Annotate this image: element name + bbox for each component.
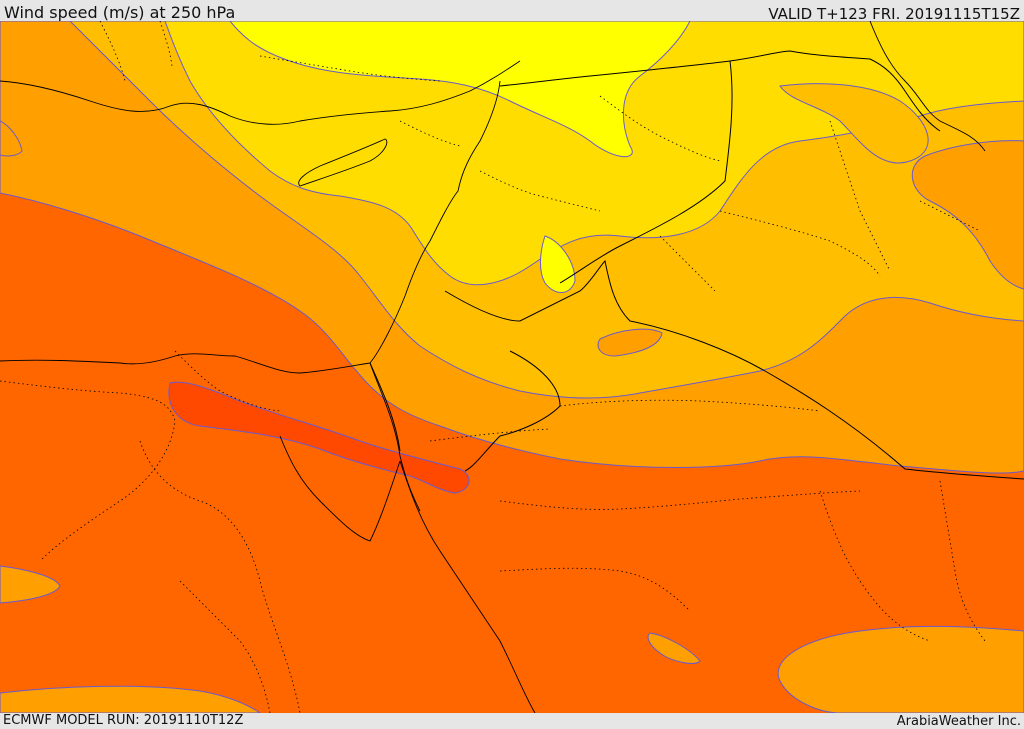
border-syria-jordan-iraq (559, 60, 733, 284)
model-run-label: ECMWF MODEL RUN: 20191110T12Z (3, 713, 244, 728)
band-level-4-patch-southwest (0, 565, 61, 604)
valid-time: VALID T+123 FRI. 20191115T15Z (768, 5, 1020, 23)
border-jordan-saudi (444, 259, 1024, 480)
turkey-coastline (0, 60, 521, 125)
band-level-4-patch-south (0, 685, 261, 713)
band-level-1-patch-north (540, 235, 576, 293)
band-level-3-patch-east (779, 83, 929, 164)
cyprus-outline (298, 138, 388, 187)
caspian-coastline (869, 21, 986, 152)
sinai-coastline (369, 362, 421, 512)
red-sea-coastline (279, 435, 536, 713)
band-level-4-islet (647, 632, 701, 664)
band-level-4-patch-east (911, 140, 1024, 290)
credit-label: ArabiaWeather Inc. (896, 714, 1021, 729)
band-level-3-patch-central (597, 328, 663, 357)
band-level-6 (168, 381, 470, 494)
band-level-4-patch-northwest (0, 120, 23, 157)
band-level-4-patch-southeast (777, 625, 1024, 713)
band-level-1 (229, 21, 691, 158)
mediterranean-coastline (0, 80, 501, 374)
map-panel (0, 21, 1024, 713)
border-egypt-israel (369, 362, 401, 452)
wind-speed-map (0, 21, 1024, 713)
footer-bar: ECMWF MODEL RUN: 20191110T12Z ArabiaWeat… (0, 713, 1024, 729)
border-iraq-syria (499, 50, 941, 132)
provincial-borders (0, 21, 986, 713)
border-saudi-iraq-kuwait (464, 350, 561, 472)
header-bar: Wind speed (m/s) at 250 hPa VALID T+123 … (0, 0, 1024, 23)
map-title: Wind speed (m/s) at 250 hPa (4, 3, 236, 22)
